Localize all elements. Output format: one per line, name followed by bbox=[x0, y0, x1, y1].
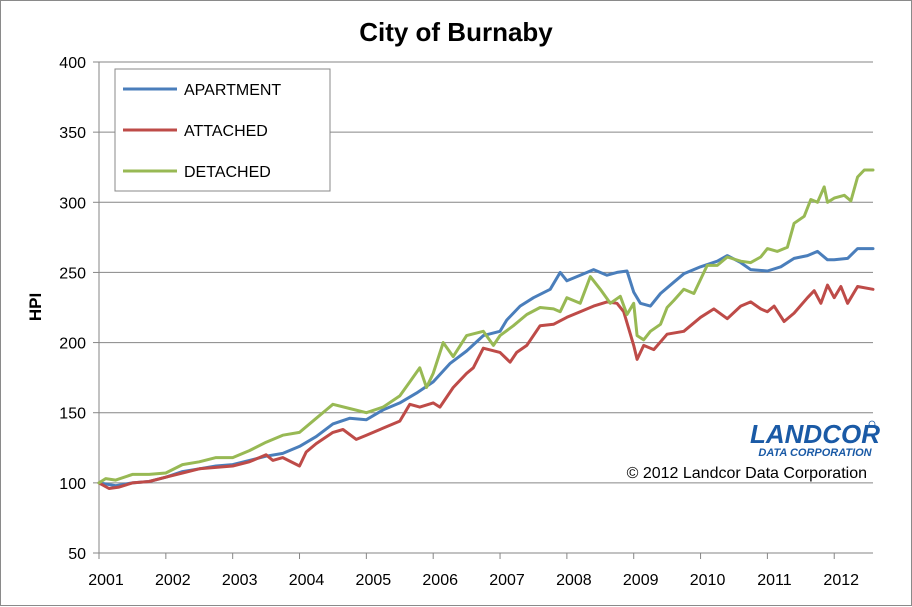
y-tick-label-150: 150 bbox=[59, 406, 86, 423]
landcor-logo: LANDCOR DATA CORPORATION bbox=[750, 419, 880, 459]
y-axis-label: HPI bbox=[26, 293, 45, 321]
y-tick-label-250: 250 bbox=[59, 265, 86, 282]
logo-subtext: DATA CORPORATION bbox=[758, 447, 872, 459]
y-tick-label-50: 50 bbox=[68, 546, 86, 563]
y-tick-label-300: 300 bbox=[59, 195, 86, 212]
logo-wordmark: LANDCOR bbox=[750, 419, 880, 449]
chart-title: City of Burnaby bbox=[359, 17, 553, 47]
x-tick-label-2010: 2010 bbox=[690, 572, 726, 589]
y-tick-label-200: 200 bbox=[59, 336, 86, 353]
x-tick-labels: 2001 2002 2003 2004 2005 2006 2007 2008 2009 2010… bbox=[88, 553, 859, 589]
x-tick-label-2012: 2012 bbox=[823, 572, 859, 589]
y-tick-labels: 50 100 150 200 250 300 350 400 bbox=[59, 55, 99, 563]
series-line-detached bbox=[97, 168, 875, 485]
x-tick-label-2005: 2005 bbox=[356, 572, 392, 589]
series-lines bbox=[97, 168, 875, 490]
registered-icon bbox=[868, 420, 876, 428]
x-tick-label-2004: 2004 bbox=[289, 572, 325, 589]
axes bbox=[98, 62, 873, 554]
x-tick-label-2011: 2011 bbox=[757, 572, 792, 589]
x-tick-label-2003: 2003 bbox=[222, 572, 258, 589]
legend-label-apartment: APARTMENT bbox=[184, 82, 281, 99]
x-tick-label-2001: 2001 bbox=[88, 572, 124, 589]
x-tick-label-2002: 2002 bbox=[155, 572, 191, 589]
legend-label-detached: DETACHED bbox=[184, 164, 271, 181]
x-tick-label-2007: 2007 bbox=[489, 572, 525, 589]
y-tick-label-400: 400 bbox=[59, 55, 86, 72]
series-line-attached bbox=[97, 283, 875, 490]
y-tick-label-100: 100 bbox=[59, 476, 86, 493]
series-line-apartment bbox=[97, 247, 875, 488]
x-tick-label-2008: 2008 bbox=[556, 572, 592, 589]
x-tick-label-2006: 2006 bbox=[422, 572, 458, 589]
legend-label-attached: ATTACHED bbox=[184, 123, 268, 140]
x-tick-label-2009: 2009 bbox=[623, 572, 659, 589]
y-tick-label-350: 350 bbox=[59, 125, 86, 142]
legend: APARTMENT ATTACHED DETACHED bbox=[114, 68, 331, 192]
copyright-text: © 2012 Landcor Data Corporation bbox=[627, 465, 867, 482]
